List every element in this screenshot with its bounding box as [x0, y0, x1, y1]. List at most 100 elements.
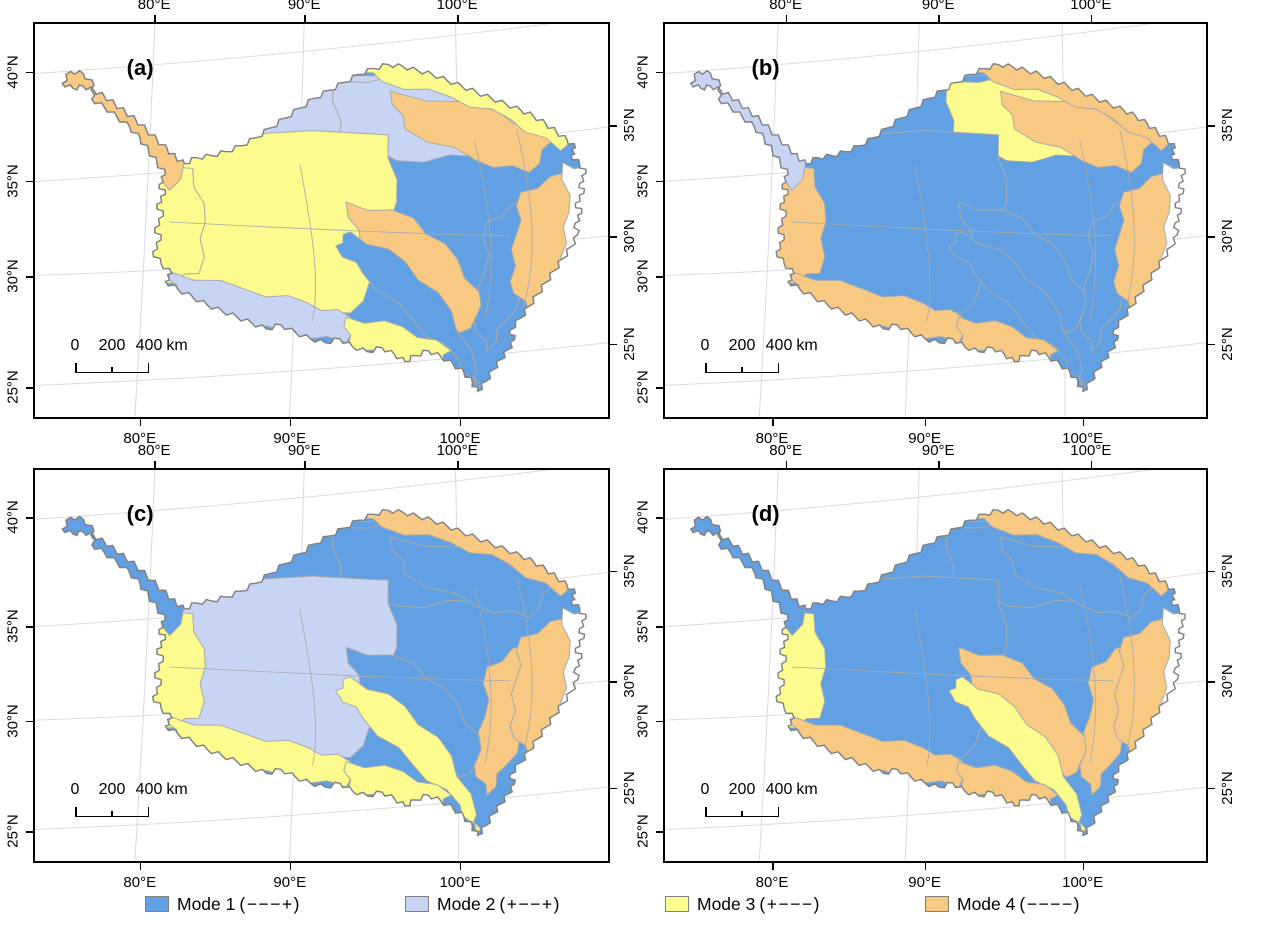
lat-label: 25°N — [1219, 326, 1237, 361]
tick-left-30n — [656, 720, 663, 723]
scale-label-0: 0 — [700, 781, 710, 798]
basin-boundary-line — [1119, 128, 1135, 310]
basin-boundary-line — [1079, 586, 1097, 764]
graticule-parallel — [35, 786, 608, 830]
scale-label-km: km — [166, 337, 188, 354]
legend-item-mode-1: Mode 1 (−−−+) — [145, 891, 301, 917]
tick-left-25n — [656, 387, 663, 389]
basin-boundary-line — [914, 164, 931, 322]
tick-bottom-90e — [924, 419, 927, 426]
tick-bottom-80e — [772, 863, 774, 870]
map-panel-c: 80°E 90°E 100°E 80°E 90°E 100°E 40°N 35°… — [5, 442, 639, 891]
lon-label: 100°E — [439, 874, 481, 891]
map-panel-b: 80°E 90°E 100°E 80°E 90°E 100°E 40°N 35°… — [635, 0, 1237, 447]
tick-left-40n — [656, 71, 663, 74]
graticule-parallel — [665, 342, 1206, 386]
lat-label: 30°N — [634, 704, 652, 738]
map-frame: (a) 0 200 400 km — [33, 22, 610, 419]
lon-label: 100°E — [1062, 874, 1104, 891]
lat-label: 35°N — [634, 609, 652, 643]
tick-left-40n — [26, 517, 33, 519]
tick-top-100e — [1090, 461, 1093, 468]
lon-label: 90°E — [921, 442, 955, 459]
scale-label-0: 0 — [70, 781, 80, 798]
tick-bottom-100e — [1082, 863, 1085, 870]
map-frame: (d) 0 200 400 km — [663, 468, 1208, 863]
tick-top-80e — [154, 461, 156, 468]
graticule-parallel — [665, 470, 1153, 520]
mode-4-signs: (−−−−) — [1019, 893, 1081, 914]
scale-label-200: 200 — [728, 337, 756, 354]
mode-3-signs: (+−−−) — [759, 893, 821, 914]
mode-4-swatch — [925, 896, 949, 912]
scale-label-400: 400 — [135, 781, 163, 798]
legend-item-mode-4: Mode 4 (−−−−) — [925, 891, 1081, 917]
basin-boundary-line — [516, 574, 533, 754]
tick-left-40n — [656, 517, 663, 519]
basin-mode-map — [665, 470, 1206, 861]
basin-boundary-line — [516, 128, 533, 310]
tick-left-35n — [26, 180, 33, 183]
lat-label: 40°N — [4, 54, 22, 89]
tick-right-30n — [1208, 236, 1215, 238]
graticule-parallel — [35, 470, 552, 520]
map-frame: (b) 0 200 400 km — [663, 22, 1208, 419]
lat-label: 30°N — [1219, 664, 1237, 699]
tick-left-40n — [26, 71, 33, 74]
lat-label: 25°N — [634, 370, 652, 404]
lon-label: 80°E — [137, 442, 171, 459]
basin-boundary-line — [169, 221, 511, 237]
plateau-outline — [61, 508, 587, 837]
lat-label: 30°N — [621, 664, 639, 699]
tick-right-25n — [1208, 343, 1215, 346]
graticule-meridian — [758, 24, 779, 417]
tick-bottom-90e — [289, 419, 292, 426]
lon-label: 100°E — [436, 0, 478, 13]
scale-bar: 0 200 400 km — [695, 337, 865, 379]
tick-top-90e — [304, 461, 306, 468]
basin-boundary-line — [1079, 140, 1097, 320]
scale-label-km: km — [796, 781, 818, 798]
basin-boundary-line — [914, 609, 931, 766]
tick-right-35n — [1208, 570, 1215, 573]
tick-top-90e — [938, 461, 940, 468]
lon-label: 100°E — [1062, 430, 1104, 447]
mode-4-label: Mode 4 — [957, 893, 1016, 914]
tick-top-90e — [938, 15, 940, 22]
scale-label-0: 0 — [70, 337, 80, 354]
tick-bottom-80e — [772, 419, 774, 426]
basin-sediag — [334, 676, 482, 836]
tick-top-80e — [785, 15, 788, 22]
mode-1-signs: (−−−+) — [239, 893, 301, 914]
mode-2-signs: (+−−+) — [499, 893, 561, 914]
tick-right-25n — [610, 343, 617, 346]
tick-left-25n — [656, 831, 663, 833]
lat-label: 30°N — [1219, 219, 1237, 254]
graticule-meridian — [134, 24, 156, 417]
scale-bar-line — [705, 363, 779, 373]
scale-label-200: 200 — [728, 781, 756, 798]
legend-item-mode-3: Mode 3 (+−−−) — [665, 891, 821, 917]
scale-bar-line — [75, 363, 149, 373]
lon-label: 100°E — [439, 430, 481, 447]
scale-bar: 0 200 400 km — [65, 781, 235, 823]
scale-label-400: 400 — [765, 337, 793, 354]
tick-right-30n — [610, 236, 617, 238]
basin-sediag — [948, 676, 1087, 836]
tick-bottom-80e — [139, 419, 142, 426]
tick-bottom-100e — [1082, 419, 1085, 426]
lon-label: 90°E — [908, 874, 941, 891]
basin-boundary-line — [169, 666, 511, 682]
mode-3-swatch — [665, 896, 689, 912]
panel-letter: (b) — [751, 55, 780, 81]
lat-label: 30°N — [634, 259, 652, 293]
lon-label: 80°E — [769, 442, 802, 459]
lat-label: 40°N — [634, 54, 652, 89]
panel-letter: (c) — [126, 501, 154, 527]
tick-top-80e — [154, 15, 156, 22]
lon-label: 80°E — [769, 0, 802, 13]
tick-left-25n — [26, 387, 33, 389]
tick-right-30n — [1208, 681, 1215, 683]
lat-label: 35°N — [621, 108, 639, 142]
